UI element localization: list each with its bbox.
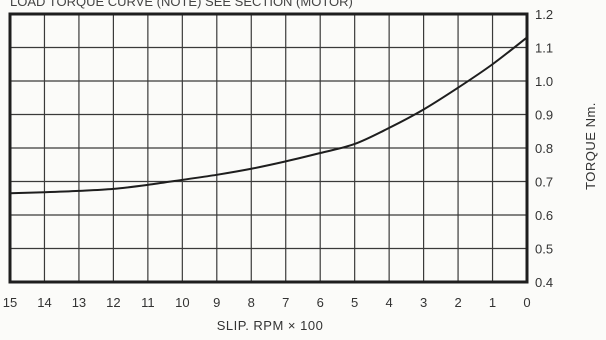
x-tick-label: 11 (141, 295, 155, 310)
x-tick-label: 13 (72, 295, 86, 310)
x-tick-label: 10 (175, 295, 189, 310)
x-axis-title: SLIP. RPM × 100 (217, 318, 324, 333)
cut-off-header-text: LOAD TORQUE CURVE (NOTE) SEE SECTION (MO… (10, 0, 353, 9)
y-tick-label: 0.5 (535, 242, 553, 257)
y-tick-label: 1.2 (535, 7, 553, 22)
x-tick-label: 4 (386, 295, 393, 310)
y-tick-label: 0.9 (535, 108, 553, 123)
x-tick-label: 2 (454, 295, 461, 310)
x-tick-label: 9 (213, 295, 220, 310)
x-tick-label: 15 (3, 295, 17, 310)
x-tick-label: 0 (523, 295, 530, 310)
x-tick-labels: 15 14 13 12 11 10 9 8 7 6 5 4 3 2 1 0 (3, 295, 531, 310)
x-tick-label: 5 (351, 295, 358, 310)
y-tick-label: 1.1 (535, 41, 553, 56)
torque-curve (9, 36, 528, 195)
y-tick-label: 0.6 (535, 208, 553, 223)
x-tick-label: 6 (317, 295, 324, 310)
x-tick-label: 12 (106, 295, 120, 310)
x-tick-label: 7 (282, 295, 289, 310)
y-tick-label: 0.8 (535, 141, 553, 156)
y-tick-label: 0.7 (535, 175, 553, 190)
plot-frame (8, 12, 529, 284)
y-tick-label: 0.4 (535, 275, 553, 290)
y-axis-title: TORQUE Nm. (583, 102, 598, 190)
x-tick-label: 1 (489, 295, 496, 310)
grid (10, 14, 527, 282)
y-tick-label: 1.0 (535, 74, 553, 89)
y-tick-labels: 0.4 0.5 0.6 0.7 0.8 0.9 1.0 1.1 1.2 (535, 7, 553, 290)
x-tick-label: 14 (37, 295, 51, 310)
x-tick-label: 8 (248, 295, 255, 310)
x-tick-label: 3 (420, 295, 427, 310)
